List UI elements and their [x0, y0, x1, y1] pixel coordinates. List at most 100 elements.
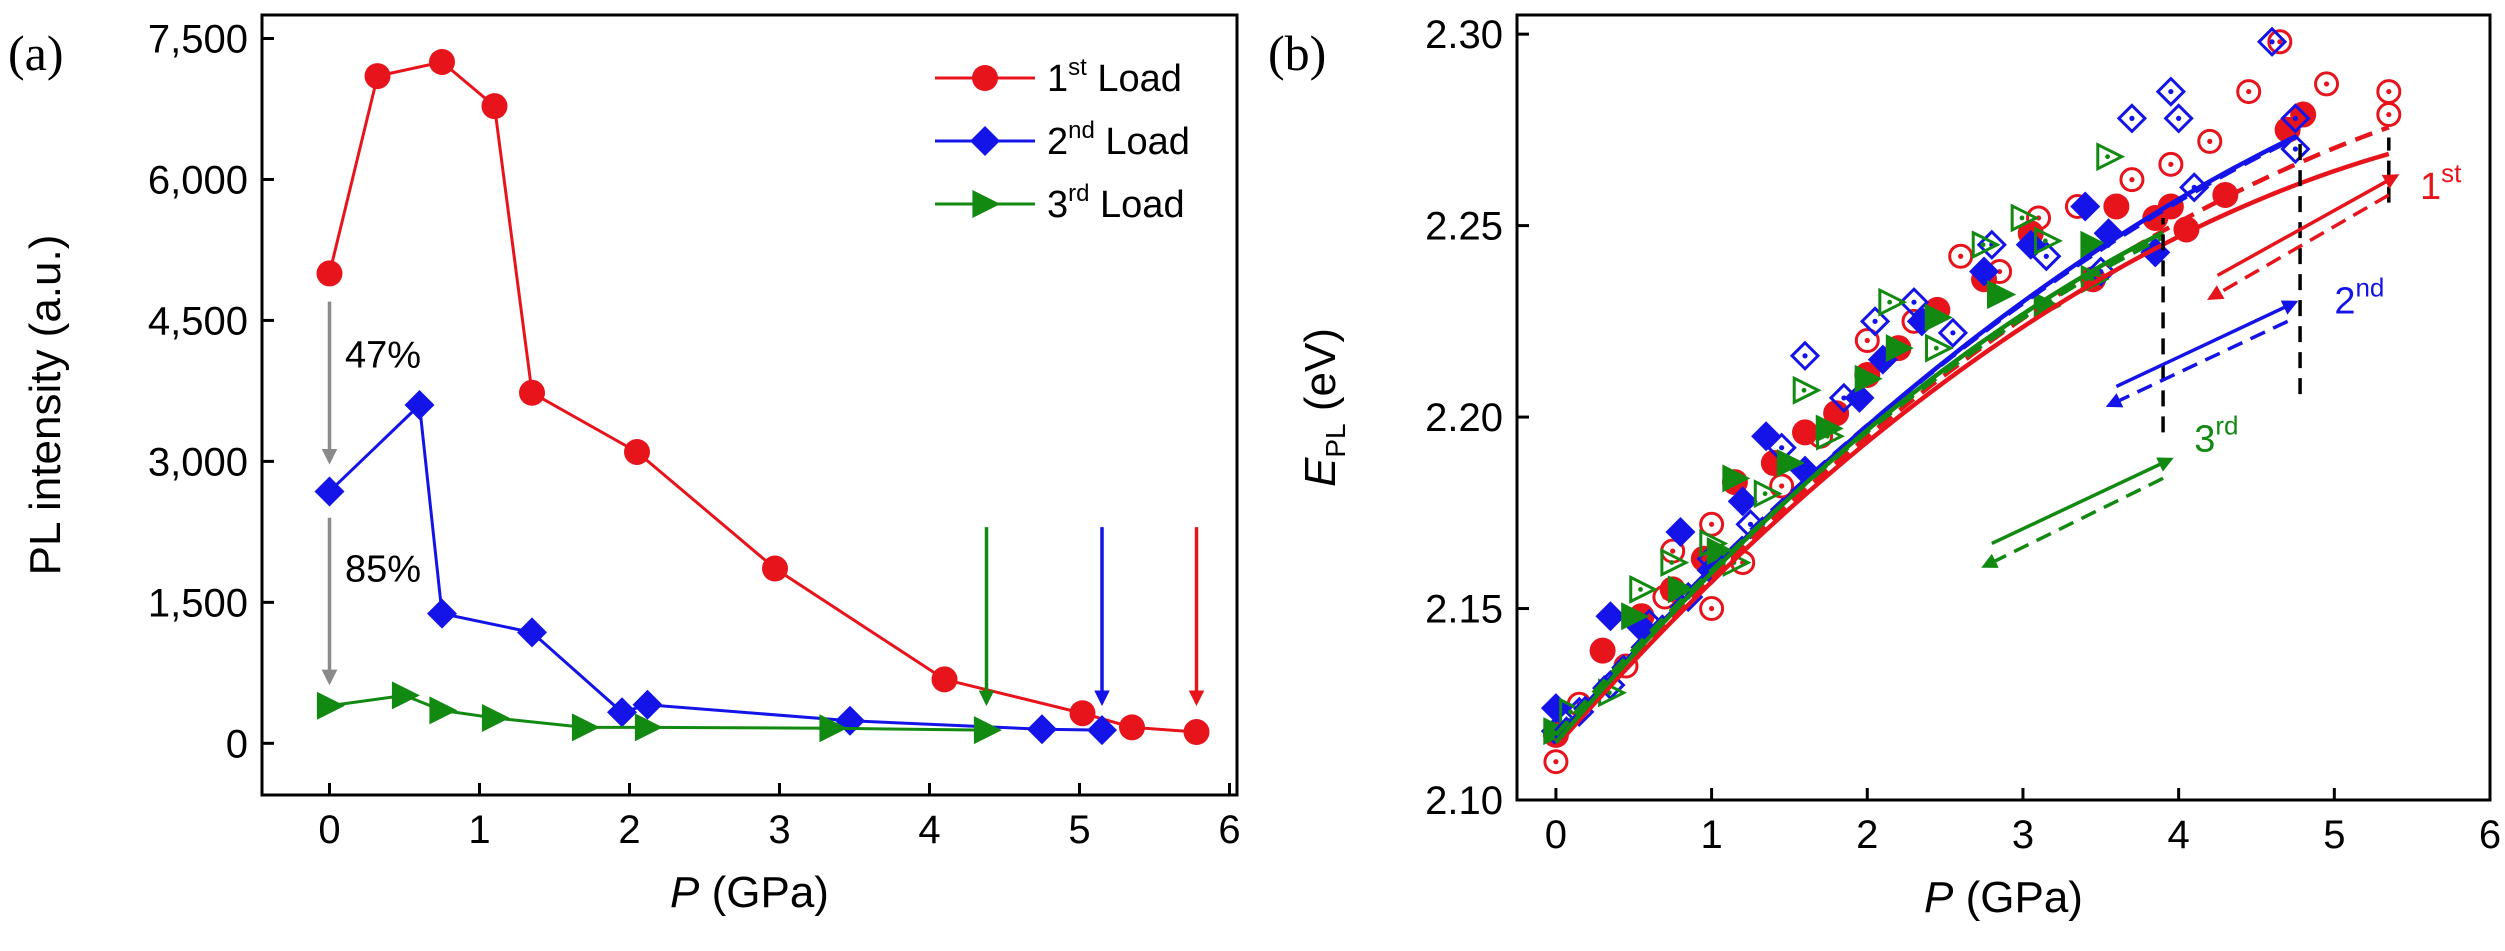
- data-point: [1660, 548, 1690, 578]
- series-load3-filled-triangle: [1543, 230, 2109, 746]
- cycle-label-sup: st: [2441, 158, 2462, 188]
- data-point: [607, 697, 637, 728]
- y-axis-title: PL intensity (a.u.): [21, 235, 70, 576]
- data-point: [1823, 400, 1850, 427]
- data-point: [1948, 243, 1974, 269]
- marker-dot: [1708, 541, 1713, 546]
- data-point: [1828, 382, 1860, 414]
- series-load-1: [316, 48, 1210, 746]
- x-tick-label: 3: [768, 808, 790, 852]
- marker-shape: [1753, 479, 1783, 509]
- data-point: [2080, 230, 2109, 259]
- x-tick-label: 2: [1856, 813, 1878, 857]
- cycle-label: 1st: [2420, 158, 2462, 208]
- data-point: [1667, 575, 1696, 604]
- marker-dot: [1841, 395, 1847, 401]
- data-point: [1854, 364, 1883, 393]
- marker-shape: [1878, 287, 1908, 317]
- legend-label-num: 3: [1047, 184, 1068, 226]
- marker-shape: [1727, 486, 1758, 517]
- data-point: [1699, 529, 1729, 558]
- marker-dot: [1709, 521, 1715, 527]
- data-point: [1924, 303, 1953, 332]
- marker-shape: [1769, 473, 1795, 499]
- data-point: [2096, 142, 2126, 172]
- data-point: [1087, 715, 1117, 746]
- marker-shape: [1776, 449, 1805, 478]
- marker-shape: [2376, 102, 2402, 128]
- x-tick-label: 0: [1545, 813, 1567, 857]
- loading-arrow: [2216, 174, 2400, 277]
- marker-shape: [1621, 602, 1650, 631]
- marker-dot: [2386, 88, 2392, 95]
- marker-shape: [2093, 218, 2124, 249]
- marker-shape: [2236, 79, 2262, 105]
- percent-annotation: 85%: [345, 549, 421, 591]
- data-point: [2010, 203, 2040, 233]
- data-point: [1706, 537, 1735, 566]
- marker-shape: [481, 703, 510, 732]
- marker-dot: [1950, 330, 1956, 336]
- data-point: [2070, 191, 2101, 222]
- x-tick-label: 5: [2323, 813, 2345, 857]
- data-point: [1971, 230, 2001, 260]
- fit-curve-load1-solid: [1554, 151, 2390, 748]
- data-point: [316, 691, 345, 720]
- y-tick-label: 2.10: [1425, 779, 1503, 823]
- marker-dot: [1872, 318, 1878, 324]
- marker-dot: [1802, 353, 1808, 359]
- data-point: [2119, 167, 2145, 193]
- data-point: [931, 666, 958, 693]
- panel-b-tag: (b): [1268, 25, 1326, 81]
- marker-shape: [762, 555, 788, 582]
- x-tick-label: 6: [1218, 808, 1240, 852]
- y-axis-unit: (eV): [1296, 328, 1345, 423]
- data-point: [2163, 103, 2194, 134]
- data-point: [1727, 486, 1758, 517]
- marker-shape: [1699, 529, 1729, 558]
- marker-shape: [2010, 203, 2040, 233]
- data-point: [429, 696, 458, 725]
- data-point: [1069, 700, 1096, 727]
- data-point: [634, 713, 663, 742]
- marker-dot: [1996, 292, 2002, 297]
- data-point: [1699, 596, 1725, 622]
- marker-dot: [2323, 81, 2330, 87]
- marker-shape: [1792, 419, 1819, 446]
- marker-shape: [1948, 243, 1974, 269]
- marker-shape: [2116, 103, 2148, 134]
- data-point: [1589, 637, 1616, 664]
- data-point: [2314, 71, 2340, 97]
- marker-dot: [2019, 215, 2025, 221]
- marker-shape: [519, 379, 545, 406]
- data-point: [481, 93, 508, 120]
- marker-dot: [2292, 115, 2298, 121]
- marker-shape: [1183, 719, 1210, 746]
- data-point: [1925, 333, 1954, 363]
- marker-dot: [1747, 521, 1754, 527]
- marker-shape: [1595, 601, 1626, 632]
- marker-dot: [2168, 88, 2174, 95]
- marker-shape: [1885, 334, 1914, 363]
- marker-dot: [1638, 586, 1643, 592]
- x-axis-unit: (GPa): [699, 868, 829, 917]
- marker-shape: [314, 476, 345, 507]
- data-point: [762, 555, 788, 582]
- marker-shape: [1027, 714, 1057, 745]
- cycle-label-sup: rd: [2215, 411, 2238, 441]
- marker-shape: [2256, 26, 2288, 57]
- marker-shape: [571, 713, 600, 742]
- marker-shape: [1699, 596, 1725, 622]
- marker-shape: [2155, 76, 2186, 107]
- marker-shape: [2070, 191, 2101, 222]
- data-point: [1665, 516, 1696, 547]
- marker-shape: [2197, 128, 2223, 154]
- data-point: [391, 681, 420, 710]
- marker-dot: [1762, 491, 1768, 497]
- marker-shape: [2096, 142, 2126, 172]
- marker-dot: [2176, 115, 2182, 121]
- x-axis-var: P: [1924, 873, 1954, 922]
- marker-dot: [1864, 337, 1870, 344]
- data-point: [1885, 334, 1914, 363]
